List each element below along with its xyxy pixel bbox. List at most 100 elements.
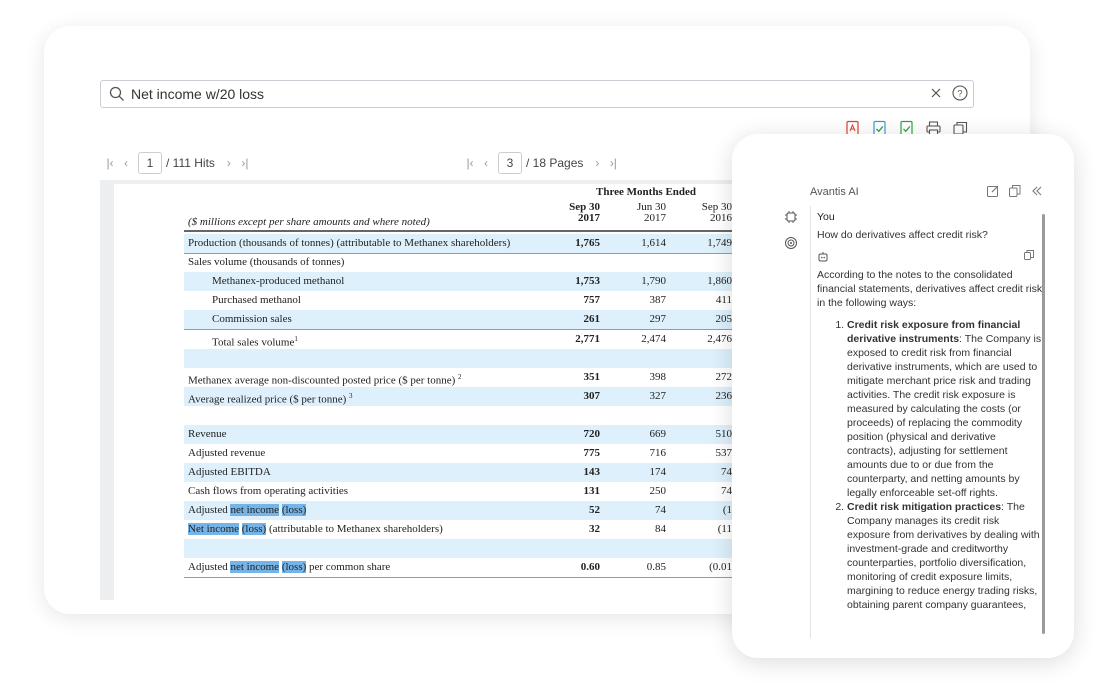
cell: 74	[721, 485, 732, 497]
point-title: Credit risk exposure from financial deri…	[847, 319, 1021, 345]
table-row: Production (thousands of tonnes) (attrib…	[184, 234, 744, 254]
answer-point: Credit risk mitigation practices: The Co…	[847, 500, 1043, 612]
table-row: Adjusted revenue 775 716 537	[184, 444, 744, 463]
spacer-row	[184, 539, 744, 558]
row-label: Adjusted net income (loss)	[188, 501, 307, 520]
search-highlight[interactable]: (loss)	[281, 504, 307, 516]
ai-conversation: You How do derivatives affect credit ris…	[810, 206, 1051, 638]
chip-icon[interactable]	[784, 210, 798, 224]
help-icon[interactable]: ?	[951, 84, 969, 102]
next-hit-icon[interactable]: ›	[226, 156, 231, 170]
user-question: How do derivatives affect credit risk?	[817, 229, 988, 241]
page-number-input[interactable]: 3	[498, 152, 522, 174]
cell: 1,860	[707, 275, 732, 287]
ai-assistant-panel: Avantis AI You How do derivatives affect…	[732, 134, 1074, 658]
search-highlight[interactable]: (loss)	[281, 561, 307, 573]
cell: 2,474	[641, 333, 666, 345]
cell: 205	[715, 313, 733, 325]
scrollbar[interactable]	[1042, 214, 1045, 634]
search-icon	[109, 86, 124, 101]
cell: 1,753	[575, 275, 600, 287]
label-text: (attributable to Methanex shareholders)	[266, 523, 443, 535]
cell: 174	[649, 466, 667, 478]
table-row: Sales volume (thousands of tonnes)	[184, 253, 744, 272]
cell: 261	[583, 313, 601, 325]
spacer-row	[184, 406, 744, 425]
search-highlight[interactable]: Net income	[188, 523, 240, 535]
footnote-mark: 2	[458, 373, 462, 381]
table-caption: Three Months Ended	[596, 186, 697, 198]
table-row: Adjusted net income (loss) 52 74 (1	[184, 501, 744, 520]
cell: 327	[649, 390, 667, 402]
cell: 52	[589, 504, 600, 516]
copy-icon[interactable]	[1008, 184, 1022, 198]
cell: 32	[589, 523, 600, 535]
hits-total: / 111 Hits	[166, 156, 215, 170]
print-icon[interactable]	[925, 120, 942, 137]
label-text: Adjusted	[188, 504, 231, 516]
svg-text:?: ?	[957, 89, 962, 99]
first-hit-icon[interactable]: |‹	[106, 156, 114, 170]
cell: 236	[715, 390, 733, 402]
table-row: Total sales volume1 2,771 2,474 2,476	[184, 330, 744, 349]
prev-hit-icon[interactable]: ‹	[124, 156, 128, 170]
table-row: Average realized price ($ per tonne) 3 3…	[184, 387, 744, 406]
label-text: Adjusted	[188, 561, 231, 573]
hit-number-input[interactable]: 1	[138, 152, 162, 174]
collapse-icon[interactable]	[1030, 184, 1044, 198]
table-row: Methanex average non-discounted posted p…	[184, 368, 744, 387]
row-label: Adjusted EBITDA	[188, 466, 271, 478]
ai-panel-title: Avantis AI	[810, 186, 859, 198]
pages-total: / 18 Pages	[526, 156, 584, 170]
search-highlight[interactable]: (loss)	[241, 523, 267, 535]
copy-answer-icon[interactable]	[1023, 249, 1035, 261]
edit-icon[interactable]	[986, 184, 1000, 198]
label-text: per common share	[306, 561, 391, 573]
row-label: Commission sales	[212, 313, 292, 325]
column-header-line: 2017	[644, 212, 666, 224]
answer-list: Credit risk exposure from financial deri…	[817, 318, 1043, 612]
prev-page-icon[interactable]: ‹	[484, 156, 488, 170]
cell: 272	[715, 371, 733, 383]
next-page-icon[interactable]: ›	[595, 156, 600, 170]
cell: (11	[717, 523, 732, 535]
cell: 1,765	[575, 237, 600, 249]
ai-side-rail	[776, 204, 806, 658]
cell: 143	[583, 466, 601, 478]
table-row: Adjusted net income (loss) per common sh…	[184, 558, 744, 578]
search-highlight[interactable]: net income	[230, 504, 280, 516]
row-label: Sales volume (thousands of tonnes)	[188, 256, 345, 268]
column-header-line: 2016	[710, 212, 732, 224]
table-row: Commission sales 261 297 205	[184, 310, 744, 330]
cell: 1,749	[707, 237, 732, 249]
cell: 398	[649, 371, 667, 383]
table-row: Purchased methanol 757 387 411	[184, 291, 744, 310]
column-header: Sep 30 2016	[682, 202, 732, 224]
first-page-icon[interactable]: |‹	[466, 156, 474, 170]
search-input[interactable]	[129, 83, 913, 105]
search-box[interactable]: ?	[100, 80, 974, 108]
last-page-icon[interactable]: ›|	[609, 156, 617, 170]
table-row: Methanex-produced methanol 1,753 1,790 1…	[184, 272, 744, 291]
column-header-line: 2017	[578, 212, 600, 224]
cell: 351	[583, 371, 601, 383]
table-row: Cash flows from operating activities 131…	[184, 482, 744, 501]
cell: 74	[721, 466, 732, 478]
close-icon[interactable]	[927, 84, 945, 102]
row-label: Net income (loss) (attributable to Metha…	[188, 520, 443, 539]
table-row: Net income (loss) (attributable to Metha…	[184, 520, 744, 539]
cell: 720	[583, 428, 601, 440]
row-label: Adjusted net income (loss) per common sh…	[188, 558, 390, 577]
row-label-text: Total sales volume	[212, 336, 295, 349]
table-row: Revenue 720 669 510	[184, 425, 744, 444]
cell: 0.60	[580, 561, 600, 573]
last-hit-icon[interactable]: ›|	[241, 156, 249, 170]
table-row: Adjusted EBITDA 143 174 74	[184, 463, 744, 482]
row-label-text: Average realized price ($ per tonne)	[188, 393, 347, 406]
row-label: Purchased methanol	[212, 294, 301, 306]
target-icon[interactable]	[784, 236, 798, 250]
cell: 297	[649, 313, 667, 325]
ai-panel-actions	[986, 184, 1044, 198]
cell: 669	[649, 428, 667, 440]
search-highlight[interactable]: net income	[230, 561, 280, 573]
